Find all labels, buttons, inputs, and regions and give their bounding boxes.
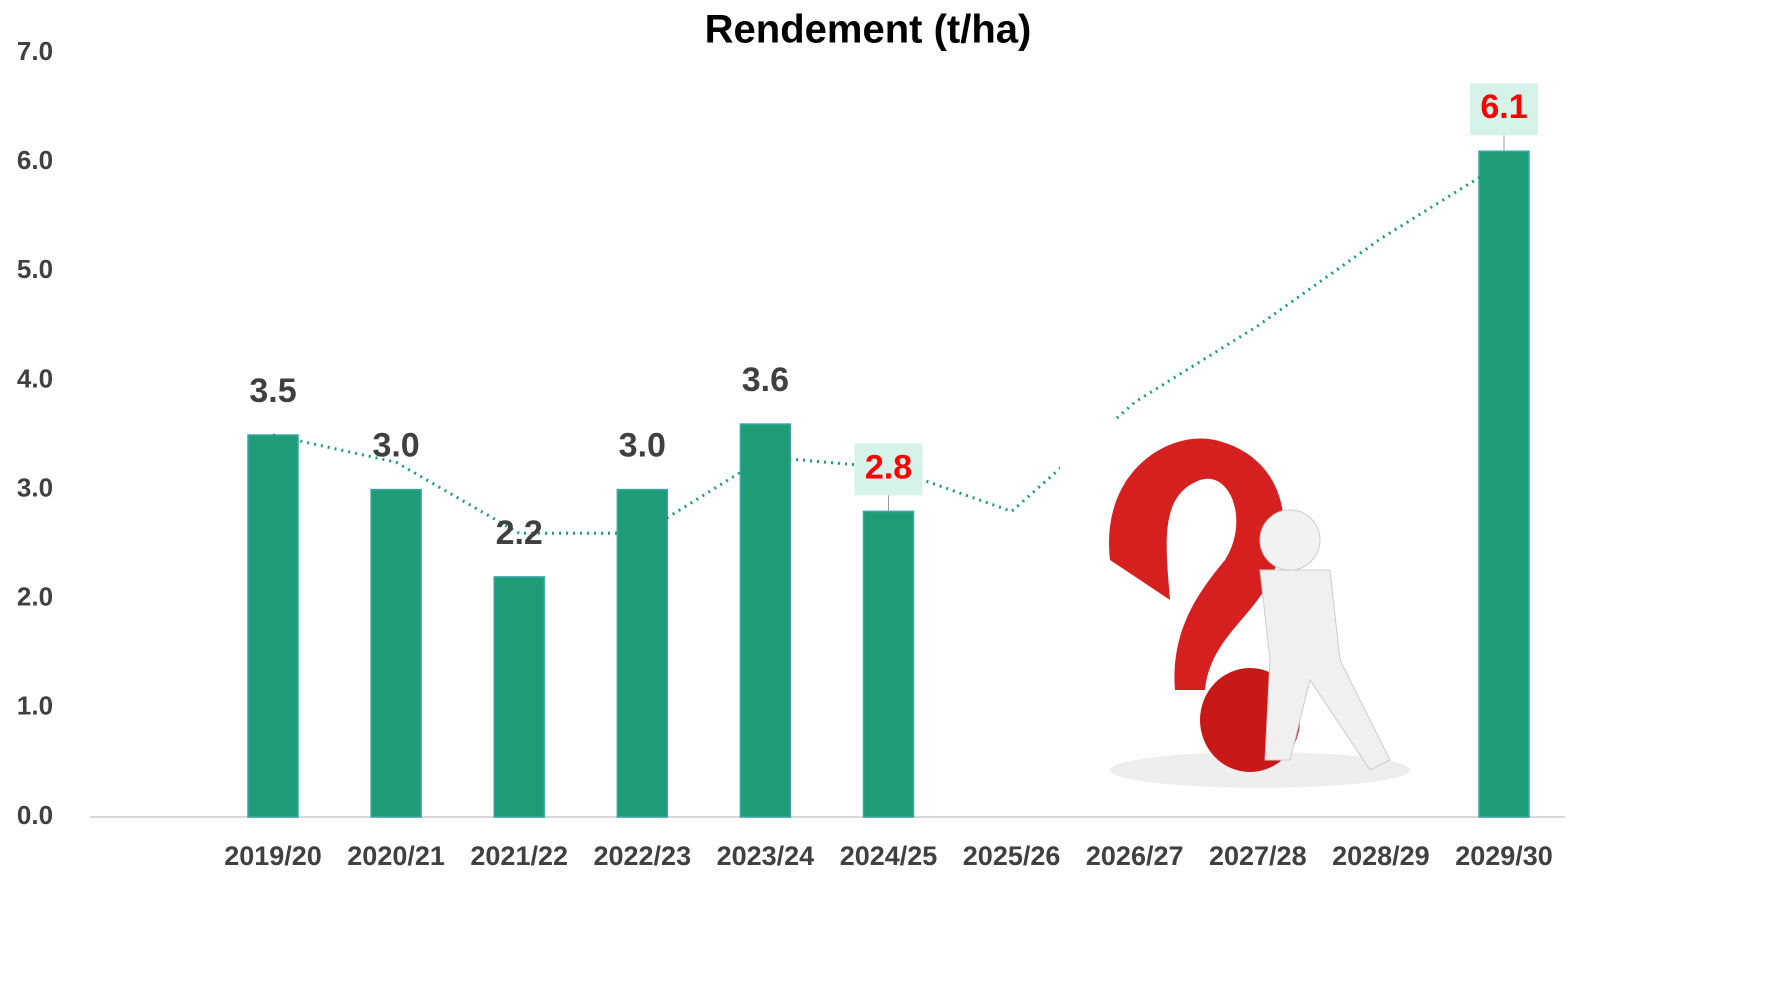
figure-head [1260,510,1320,570]
x-tick-label: 2020/21 [347,841,445,871]
y-tick-label: 6.0 [17,145,53,175]
y-tick-label: 2.0 [17,582,53,612]
x-tick-label: 2025/26 [963,841,1061,871]
data-label: 3.0 [372,427,419,465]
plot: 0.0 1.0 2.0 3.0 4.0 5.0 6.0 7.0 2019/20 2020/21 20… [17,36,1565,871]
bar [617,490,667,817]
page: Rendement (t/ha) 0.0 1.0 2.0 3.0 4.0 5.0 6.0 7.… [0,0,1775,993]
data-label: 2.2 [496,514,543,552]
y-tick-label: 1.0 [17,691,53,721]
data-label: 6.1 [1480,88,1527,126]
x-tick-label: 2029/30 [1455,841,1553,871]
bar [1479,151,1529,817]
question-illustration [1060,420,1420,800]
x-tick-label: 2023/24 [717,841,815,871]
y-tick-label: 5.0 [17,254,53,284]
bar [371,490,421,817]
chart: Rendement (t/ha) 0.0 1.0 2.0 3.0 4.0 5.0 6.0 7.… [0,0,1775,993]
bar [740,424,790,817]
y-tick-label: 3.0 [17,472,53,502]
bar [494,577,544,817]
y-tick-label: 7.0 [17,36,53,66]
x-tick-label: 2022/23 [593,841,691,871]
bar [248,435,298,817]
x-tick-label: 2028/29 [1332,841,1430,871]
x-tick-label: 2026/27 [1086,841,1184,871]
chart-title: Rendement (t/ha) [705,8,1032,52]
bar [864,511,914,817]
data-label: 2.8 [865,448,912,486]
x-tick-label: 2024/25 [840,841,938,871]
data-label: 3.5 [249,372,296,410]
data-label: 3.6 [742,361,789,399]
y-tick-label: 0.0 [17,800,53,830]
x-tick-label: 2021/22 [470,841,568,871]
data-label: 3.0 [619,427,666,465]
y-tick-label: 4.0 [17,363,53,393]
x-tick-label: 2027/28 [1209,841,1307,871]
x-tick-label: 2019/20 [224,841,322,871]
